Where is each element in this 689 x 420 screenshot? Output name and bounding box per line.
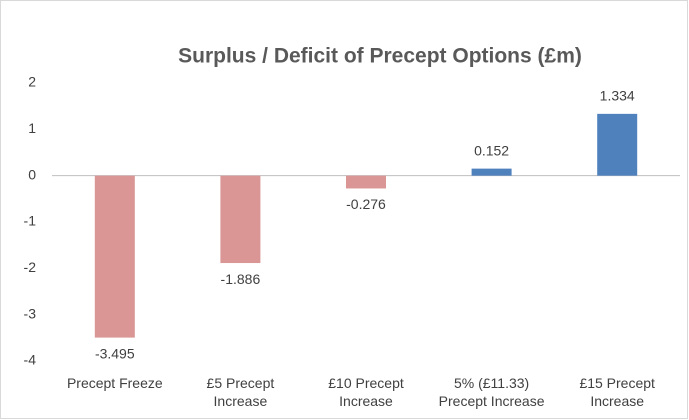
bar xyxy=(94,175,135,338)
y-tick-label: -2 xyxy=(24,259,37,275)
y-tick-label: -3 xyxy=(24,305,37,321)
bar xyxy=(346,175,386,189)
x-tick-label: £5 Precept Increase xyxy=(206,375,275,409)
bar xyxy=(220,175,261,264)
bar xyxy=(597,113,638,176)
chart-title: Surplus / Deficit of Precept Options (£m… xyxy=(178,45,582,68)
data-label: -1.886 xyxy=(221,271,261,287)
y-tick-label: -4 xyxy=(24,352,37,368)
bar xyxy=(471,168,512,176)
y-tick-label: 0 xyxy=(28,166,36,182)
x-tick-label: 5% (£11.33) Precept Increase xyxy=(438,375,545,409)
x-tick-label: Precept Freeze xyxy=(66,375,163,391)
data-label: -0.276 xyxy=(346,196,386,212)
y-tick-label: -1 xyxy=(24,213,37,229)
y-tick-label: 1 xyxy=(28,120,36,136)
y-tick-label: 2 xyxy=(28,74,36,90)
x-tick-label: £15 Precept Increase xyxy=(579,375,655,409)
x-tick-label: £10 Precept Increase xyxy=(328,375,404,409)
data-label: -3.495 xyxy=(95,345,135,361)
data-label: 0.152 xyxy=(474,142,509,158)
data-label: 1.334 xyxy=(600,88,635,104)
